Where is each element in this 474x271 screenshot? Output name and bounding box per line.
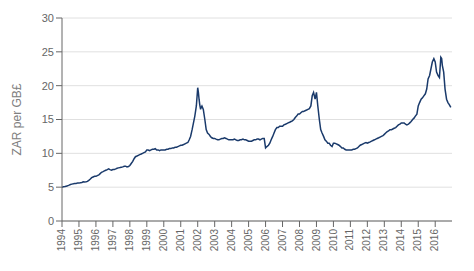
svg-text:2004: 2004 xyxy=(226,229,237,252)
svg-text:25: 25 xyxy=(42,46,54,58)
svg-text:2005: 2005 xyxy=(243,229,254,252)
svg-text:2010: 2010 xyxy=(328,229,339,252)
svg-text:1997: 1997 xyxy=(107,229,118,252)
svg-text:15: 15 xyxy=(42,113,54,125)
svg-text:2002: 2002 xyxy=(192,229,203,252)
svg-text:2007: 2007 xyxy=(277,229,288,252)
svg-text:1998: 1998 xyxy=(124,229,135,252)
svg-text:1996: 1996 xyxy=(90,229,101,252)
svg-text:2000: 2000 xyxy=(158,229,169,252)
svg-text:2001: 2001 xyxy=(175,229,186,252)
svg-text:2008: 2008 xyxy=(294,229,305,252)
svg-text:2016: 2016 xyxy=(429,229,440,252)
svg-text:2015: 2015 xyxy=(412,229,423,252)
svg-text:ZAR per GB£: ZAR per GB£ xyxy=(10,83,24,155)
svg-text:1999: 1999 xyxy=(141,229,152,252)
svg-text:30: 30 xyxy=(42,12,54,24)
svg-text:2003: 2003 xyxy=(209,229,220,252)
svg-text:5: 5 xyxy=(48,181,54,193)
svg-text:2014: 2014 xyxy=(395,229,406,252)
svg-text:0: 0 xyxy=(48,215,54,227)
svg-text:20: 20 xyxy=(42,80,54,92)
svg-text:2011: 2011 xyxy=(344,229,355,251)
svg-text:1995: 1995 xyxy=(73,229,84,252)
svg-text:2009: 2009 xyxy=(311,229,322,252)
svg-text:10: 10 xyxy=(42,147,54,159)
svg-text:2006: 2006 xyxy=(260,229,271,252)
svg-text:2012: 2012 xyxy=(361,229,372,252)
svg-text:1994: 1994 xyxy=(56,229,67,252)
svg-text:2013: 2013 xyxy=(378,229,389,252)
